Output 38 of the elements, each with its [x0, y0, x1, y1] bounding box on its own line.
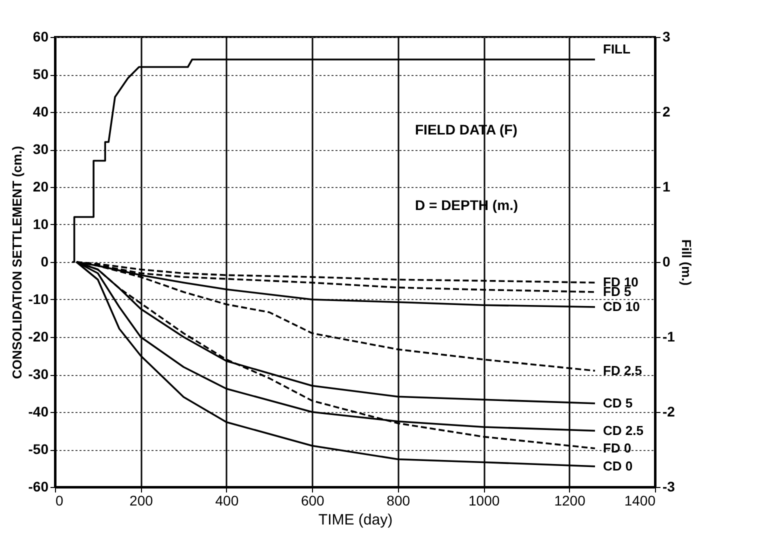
y2-tick-label: 2 — [662, 104, 670, 120]
series-label: CD 5 — [603, 395, 633, 410]
series-label: FD 2.5 — [603, 362, 642, 378]
x-tick-label: 1400 — [624, 492, 656, 508]
y-tick-label: -10 — [28, 291, 49, 307]
y2-tick-label: -1 — [662, 328, 676, 344]
y2-tick-label: -3 — [662, 478, 676, 494]
y-tick-label: -60 — [28, 478, 49, 494]
x-axis-title: TIME (day) — [318, 512, 393, 528]
series-label: CD 2.5 — [603, 422, 644, 438]
x-tick-label: 1000 — [468, 492, 500, 508]
series-label: FD 0 — [603, 440, 632, 456]
x-tick-label: 200 — [130, 492, 154, 508]
y-axis-title: CONSOLIDATION SETTLEMENT (cm.) — [9, 146, 24, 380]
y2-axis-title: Fill (m.) — [678, 239, 694, 286]
x-tick-label: 0 — [56, 492, 64, 508]
y-tick-label: -50 — [28, 441, 49, 457]
y-tick-label: 40 — [32, 104, 49, 120]
y-tick-label: 10 — [32, 216, 49, 232]
y-tick-label: -30 — [28, 366, 49, 382]
y-tick-label: 20 — [32, 178, 49, 194]
y-tick-label: 0 — [40, 254, 49, 270]
x-tick-label: 1200 — [554, 492, 586, 508]
y2-tick-label: 0 — [662, 254, 670, 270]
y2-tick-label: 3 — [662, 28, 670, 44]
series-label: FILL — [603, 42, 630, 56]
y-tick-label: -20 — [28, 328, 49, 344]
x-tick-label: 800 — [386, 492, 410, 508]
y-tick-label: 60 — [32, 28, 49, 44]
x-tick-label: 600 — [300, 492, 325, 508]
y2-tick-label: 1 — [662, 178, 670, 194]
y-tick-label: 30 — [32, 141, 49, 157]
y-tick-label: 50 — [32, 66, 49, 82]
x-tick-label: 400 — [215, 492, 239, 508]
y2-tick-label: -2 — [662, 404, 676, 420]
series-label: CD 0 — [603, 458, 633, 474]
series-label: CD 10 — [603, 299, 640, 314]
y-tick-label: -40 — [28, 404, 49, 420]
